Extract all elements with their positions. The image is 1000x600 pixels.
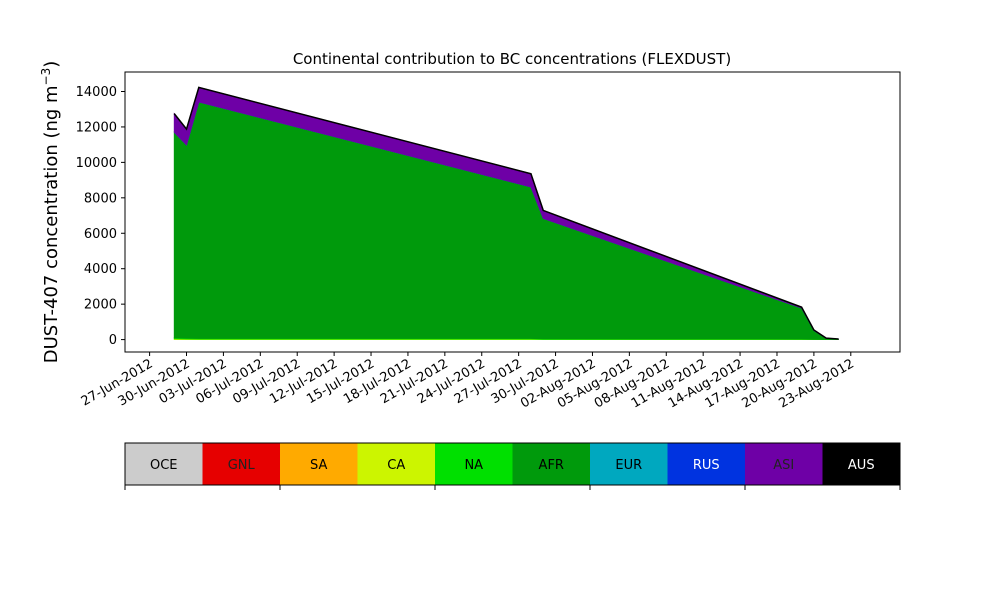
plot-frame <box>124 71 901 353</box>
y-tick-label: 10000 <box>76 156 117 171</box>
y-axis: 0 2000 4000 6000 8000 10000 12000 14000 <box>76 85 125 348</box>
legend-label-afr: AFR <box>539 458 564 473</box>
legend-swatch-eur <box>590 443 668 485</box>
stacked-areas <box>173 86 839 340</box>
x-axis: 27-Jun-201230-Jun-201203-Jul-201206-Jul-… <box>79 352 857 412</box>
legend-label-na: NA <box>464 458 483 473</box>
total-line <box>173 86 839 340</box>
y-tick-label: 6000 <box>84 227 117 242</box>
legend-swatch-oce <box>125 443 203 485</box>
legend-colorbar: OCE GNL SA CA NA AFR EUR RUS ASI AUS <box>124 442 901 490</box>
legend-swatch-na <box>435 443 513 485</box>
legend-swatch-sa <box>280 443 358 485</box>
y-tick-label: 8000 <box>84 191 117 206</box>
legend-label-aus: AUS <box>848 458 875 473</box>
y-tick-label: 0 <box>109 333 117 348</box>
legend-label-sa: SA <box>310 458 327 473</box>
legend-frame <box>124 442 901 486</box>
legend-label-ca: CA <box>387 458 405 473</box>
y-tick-label: 12000 <box>76 120 117 135</box>
legend-swatch-asi <box>745 443 823 485</box>
legend-label-gnl: GNL <box>228 458 256 473</box>
legend-swatch-gnl <box>202 443 280 485</box>
legend-label-oce: OCE <box>150 458 178 473</box>
legend-swatch-ca <box>357 443 435 485</box>
total-outline <box>173 86 839 340</box>
legend-swatch-afr <box>512 443 590 485</box>
area-afr <box>173 101 839 340</box>
legend-label-asi: ASI <box>773 458 794 473</box>
legend-label-eur: EUR <box>615 458 642 473</box>
y-tick-label: 4000 <box>84 262 117 277</box>
y-tick-label: 14000 <box>76 85 117 100</box>
legend-swatch-rus <box>667 443 745 485</box>
y-tick-label: 2000 <box>84 298 117 313</box>
chart-title: Continental contribution to BC concentra… <box>293 50 731 68</box>
legend-label-rus: RUS <box>693 458 720 473</box>
y-axis-label: DUST-407 concentration (ng m−3) <box>39 61 62 364</box>
legend-swatch-aus <box>822 443 900 485</box>
